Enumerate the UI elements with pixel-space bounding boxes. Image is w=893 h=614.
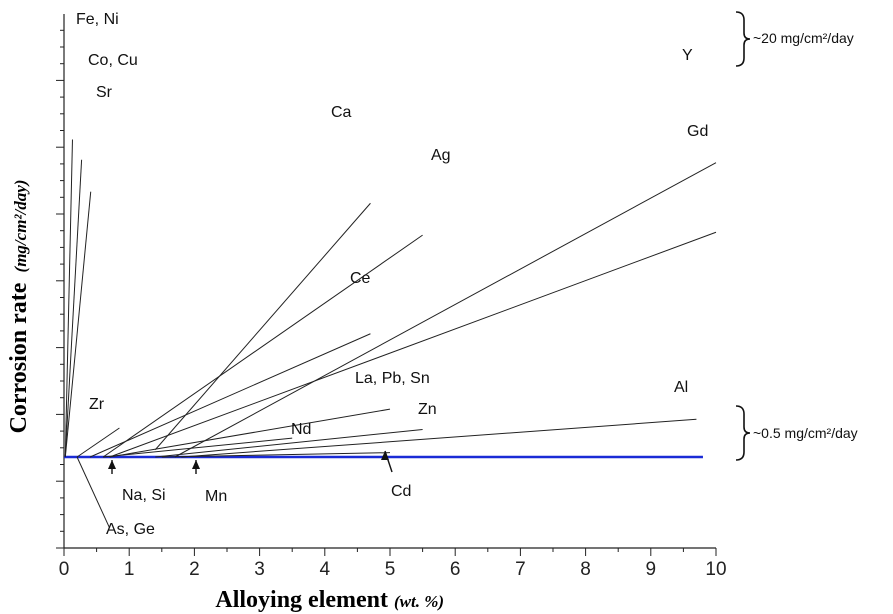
series-label: Co, Cu <box>88 52 138 69</box>
series-labels: Fe, Ni Co, Cu Sr Ca Ag Y Gd Ce Zr La, Pb, Sn Nd Zn A… <box>76 11 708 538</box>
series-line-la-pb-sn <box>109 408 391 458</box>
x-tick-label: 1 <box>124 559 135 580</box>
series-label: Gd <box>687 123 708 140</box>
x-axis-title: Alloying element <box>215 587 388 613</box>
x-tick-label: 5 <box>385 559 396 580</box>
annotations: ~20 mg/cm²/day ~0.5 mg/cm²/day <box>735 11 858 461</box>
series-line-ca <box>154 202 371 451</box>
arrow-head <box>108 460 116 469</box>
bracket-top <box>735 11 751 67</box>
annotation-top-text: ~20 mg/cm²/day <box>753 30 854 46</box>
series-label: Ag <box>431 147 451 164</box>
x-tick-label: 8 <box>580 559 591 580</box>
annotation-bottom-text: ~0.5 mg/cm²/day <box>753 425 858 441</box>
arrow-head <box>381 451 389 460</box>
bracket-bottom <box>735 405 751 461</box>
series-line-zn <box>155 428 423 458</box>
series-line-as-ge <box>76 456 111 529</box>
series-label: Ce <box>350 270 371 287</box>
series-label: As, Ge <box>106 521 155 538</box>
x-tick-label: 4 <box>320 559 331 580</box>
series-line-sr <box>64 191 92 458</box>
x-tick-label: 9 <box>646 559 657 580</box>
x-axis-unit: (wt. %) <box>394 592 444 611</box>
series-line-gd <box>109 231 717 458</box>
series-label: Zn <box>418 401 437 418</box>
series-label: Cd <box>391 483 411 500</box>
x-tick-label: 2 <box>189 559 200 580</box>
series-label: Y <box>682 47 693 64</box>
series-label: Zr <box>89 396 105 413</box>
series-line-zr <box>76 427 120 458</box>
series-label: Nd <box>291 421 311 438</box>
x-tick-label: 7 <box>515 559 526 580</box>
y-axis-title: Corrosion rate <box>6 282 32 433</box>
series-lines <box>64 139 717 529</box>
series-line-nd <box>103 437 293 458</box>
series-label: Sr <box>96 84 113 101</box>
series-line-ce <box>89 333 371 458</box>
series-line-cd <box>161 452 391 458</box>
x-tick-label: 6 <box>450 559 461 580</box>
x-tick-label: 3 <box>254 559 265 580</box>
arrow-label: Na, Si <box>122 487 166 504</box>
x-tick-label: 0 <box>59 559 70 580</box>
series-line-al <box>181 418 697 458</box>
series-label: La, Pb, Sn <box>355 370 430 387</box>
series-label: Al <box>674 379 688 396</box>
arrow-label: Mn <box>205 488 227 505</box>
series-line-co-cu <box>64 159 83 458</box>
series-line-y <box>174 162 717 458</box>
arrow-head <box>192 460 200 469</box>
series-line-fe-ni <box>64 139 73 458</box>
y-axis-unit: (mg/cm²/day) <box>11 180 30 273</box>
series-label: Ca <box>331 104 352 121</box>
series-line-ag <box>102 234 423 458</box>
x-tick-label: 10 <box>705 559 726 580</box>
series-label: Fe, Ni <box>76 11 119 28</box>
